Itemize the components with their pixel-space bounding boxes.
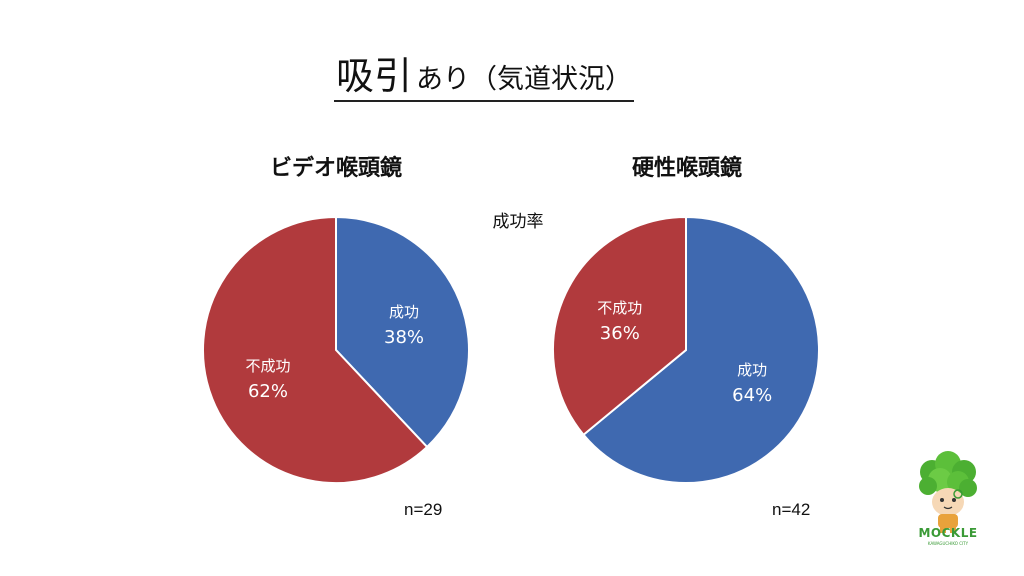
pie-slice-success — [335, 215, 470, 449]
slide-title: 吸引 あり（気道状況） — [334, 48, 635, 102]
slice-percent-label: 62% — [248, 381, 288, 402]
pie-chart-rigid-laryngoscope: 成功 64% 不成功 36% — [552, 215, 820, 484]
logo-subtext: KAWAGUCHIKO CITY — [927, 541, 969, 546]
broccoli-mascot-icon — [919, 451, 977, 533]
chart-title-rigid-laryngoscope: 硬性喉頭鏡 — [631, 156, 742, 181]
sample-size-rigid: n=42 — [772, 500, 811, 519]
slice-category-label: 成功 — [737, 361, 767, 379]
sample-size-video: n=29 — [404, 500, 443, 519]
logo-text: MOCKLE — [918, 526, 978, 540]
pie-slice-failure — [202, 215, 429, 484]
slice-percent-label: 64% — [732, 385, 772, 406]
slice-percent-label: 36% — [600, 323, 640, 344]
chart-title-video-laryngoscope: ビデオ喉頭鏡 — [269, 156, 402, 181]
pie-slice-failure — [552, 215, 687, 437]
slice-category-label: 成功 — [389, 303, 419, 321]
title-sub-text: あり（気道状況） — [416, 64, 633, 95]
success-rate-label: 成功率 — [492, 212, 544, 232]
pie-slice-success — [582, 215, 820, 484]
slice-category-label: 不成功 — [245, 357, 290, 375]
slice-category-label: 不成功 — [597, 299, 642, 317]
pie-chart-video-laryngoscope: 成功 38% 不成功 62% — [202, 215, 470, 484]
slice-percent-label: 38% — [384, 327, 424, 348]
title-main-text: 吸引 — [336, 54, 413, 98]
